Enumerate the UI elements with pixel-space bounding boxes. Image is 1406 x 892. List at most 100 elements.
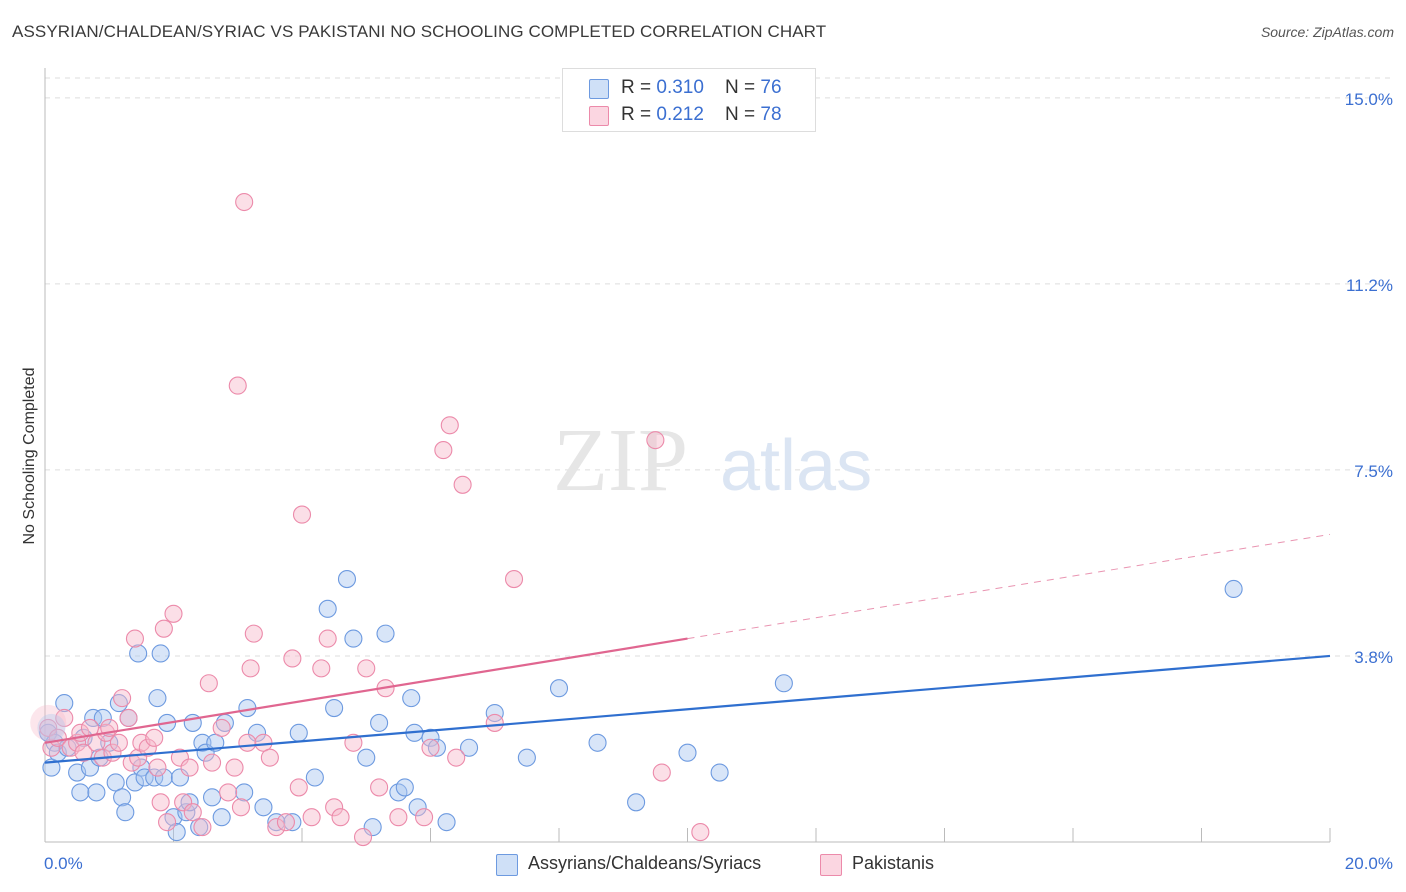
pink-point-0 bbox=[39, 718, 58, 737]
pink-point-14 bbox=[109, 733, 128, 752]
pink-point-52 bbox=[312, 659, 331, 678]
pink-point-66 bbox=[447, 748, 466, 767]
pink-point-62 bbox=[415, 808, 434, 827]
pink-point-63 bbox=[421, 738, 440, 757]
pink-point-48 bbox=[283, 649, 302, 668]
n-value-blue: 76 bbox=[760, 77, 782, 98]
blue-point-22 bbox=[132, 758, 151, 777]
pink-point-34 bbox=[203, 753, 222, 772]
y-tick-label-3: 3.8% bbox=[1354, 648, 1393, 667]
pink-point-68 bbox=[485, 713, 504, 732]
trend-line-pink-extension bbox=[687, 533, 1331, 640]
y-axis-label: No Schooling Completed bbox=[21, 368, 38, 545]
blue-point-55 bbox=[363, 818, 382, 837]
blue-point-17 bbox=[113, 788, 132, 807]
blue-point-64 bbox=[427, 738, 446, 757]
pink-point-21 bbox=[138, 738, 157, 757]
blue-point-11 bbox=[87, 783, 106, 802]
blue-point-70 bbox=[588, 733, 607, 752]
blue-point-59 bbox=[395, 778, 414, 797]
pink-point-53 bbox=[318, 629, 337, 648]
pink-point-58 bbox=[357, 659, 376, 678]
watermark-atlas: atlas bbox=[720, 426, 872, 506]
blue-point-16 bbox=[109, 694, 128, 713]
pink-cluster-point bbox=[30, 704, 67, 741]
blue-point-63 bbox=[421, 728, 440, 747]
pink-point-15 bbox=[113, 689, 132, 708]
legend-swatch-assyrians bbox=[496, 854, 518, 876]
blue-point-18 bbox=[116, 803, 135, 822]
blue-point-44 bbox=[247, 723, 267, 742]
pink-point-45 bbox=[260, 748, 279, 767]
blue-point-33 bbox=[180, 793, 199, 812]
blue-point-46 bbox=[267, 813, 286, 832]
pink-point-56 bbox=[344, 733, 363, 752]
pink-point-43 bbox=[244, 624, 263, 643]
x-tick-label-0: 0.0% bbox=[44, 854, 83, 873]
blue-point-56 bbox=[370, 713, 389, 732]
pink-point-49 bbox=[289, 778, 308, 797]
pink-point-29 bbox=[174, 793, 193, 812]
blue-point-15 bbox=[106, 773, 125, 792]
pink-point-51 bbox=[302, 808, 321, 827]
blue-point-67 bbox=[485, 703, 504, 723]
pink-point-70 bbox=[646, 431, 665, 450]
x-tick-label-1: 20.0% bbox=[1345, 854, 1393, 873]
pink-point-37 bbox=[225, 758, 244, 777]
blue-point-36 bbox=[193, 733, 212, 752]
pink-point-19 bbox=[129, 748, 148, 767]
pink-point-50 bbox=[292, 505, 312, 524]
pink-point-38 bbox=[228, 376, 247, 395]
blue-point-72 bbox=[678, 743, 697, 762]
blue-point-7 bbox=[71, 783, 90, 802]
pink-point-47 bbox=[276, 813, 295, 832]
gridlines bbox=[45, 77, 1395, 657]
pink-point-26 bbox=[158, 813, 177, 832]
blue-point-10 bbox=[84, 708, 103, 728]
tick-labels: 15.0% 11.2% 7.5% 3.8% 0.0% 20.0% bbox=[44, 90, 1393, 873]
blue-point-75 bbox=[1224, 579, 1243, 599]
pink-point-59 bbox=[370, 778, 389, 797]
legend-swatch-pakistanis bbox=[820, 854, 842, 876]
legend-swatch-blue bbox=[589, 79, 609, 99]
n-value-pink: 78 bbox=[760, 104, 782, 125]
blue-point-60 bbox=[402, 689, 421, 708]
y-tick-label-1: 11.2% bbox=[1346, 276, 1393, 295]
r-value-pink: 0.212 bbox=[656, 104, 704, 125]
blue-point-68 bbox=[517, 748, 536, 767]
blue-point-13 bbox=[93, 708, 112, 728]
blue-point-69 bbox=[549, 679, 569, 698]
source-label: Source: ZipAtlas.com bbox=[1260, 24, 1394, 40]
pink-point-55 bbox=[331, 808, 350, 827]
blue-point-27 bbox=[154, 768, 173, 787]
blue-point-40 bbox=[212, 808, 231, 827]
pink-point-46 bbox=[267, 818, 286, 837]
blue-point-21 bbox=[129, 644, 148, 663]
blue-point-24 bbox=[145, 768, 164, 787]
pink-point-7 bbox=[74, 743, 93, 762]
pink-point-54 bbox=[325, 798, 344, 817]
pink-point-30 bbox=[180, 758, 199, 777]
pink-point-36 bbox=[219, 783, 238, 802]
blue-point-25 bbox=[148, 689, 167, 708]
pink-point-39 bbox=[231, 798, 251, 817]
pink-point-40 bbox=[235, 192, 254, 212]
pink-point-67 bbox=[453, 475, 472, 494]
pink-point-16 bbox=[119, 708, 138, 728]
pink-point-33 bbox=[199, 674, 218, 693]
pink-point-24 bbox=[151, 793, 170, 812]
trend-lines bbox=[44, 533, 1331, 764]
pink-point-23 bbox=[148, 758, 167, 777]
blue-point-42 bbox=[235, 783, 254, 802]
blue-point-48 bbox=[289, 723, 308, 742]
pink-point-28 bbox=[170, 748, 189, 767]
pink-point-72 bbox=[691, 823, 710, 842]
pink-point-35 bbox=[212, 718, 231, 737]
blue-point-49 bbox=[305, 768, 324, 787]
pink-point-65 bbox=[440, 416, 459, 435]
pink-point-57 bbox=[353, 827, 373, 847]
blue-point-23 bbox=[135, 768, 154, 787]
data-points bbox=[30, 192, 1243, 847]
blue-point-52 bbox=[337, 570, 357, 589]
